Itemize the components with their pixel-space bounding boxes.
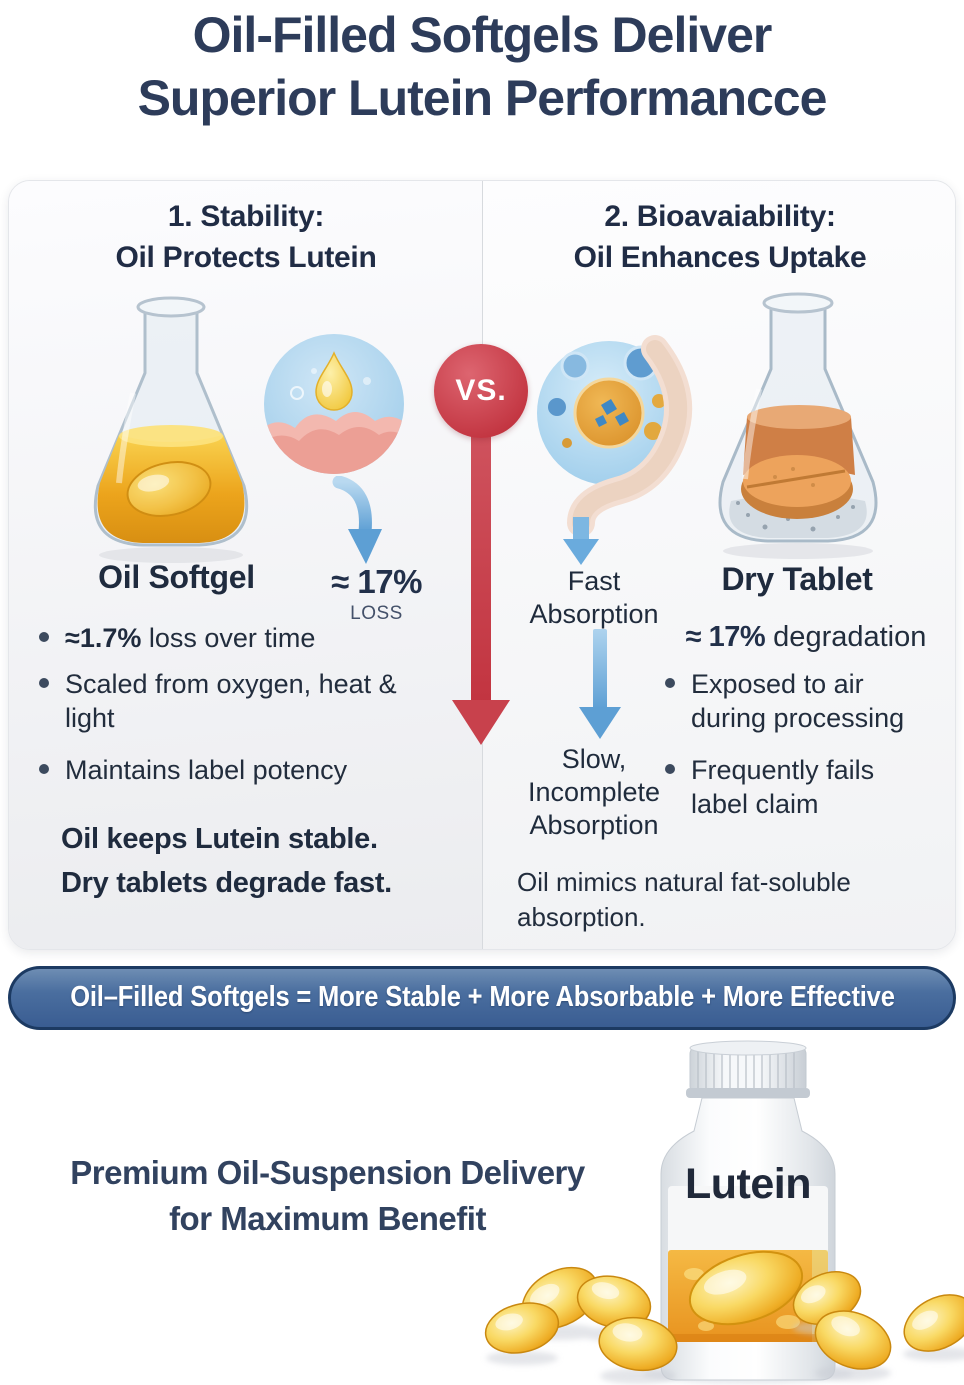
softgel-in-flask bbox=[126, 461, 212, 517]
loss-stat: ≈ 17% LOSS bbox=[314, 563, 439, 625]
bullet-text: Exposed to air during processing bbox=[691, 669, 905, 733]
bubble bbox=[311, 368, 317, 374]
tagline-line2: for Maximum Benefit bbox=[169, 1199, 486, 1237]
oil-surface bbox=[119, 425, 223, 447]
stability-bullet-2: Scaled from oxygen, heat & light bbox=[39, 667, 441, 735]
lutein-crystals bbox=[595, 399, 629, 427]
footer-tagline: Premium Oil-Suspension Delivery for Maxi… bbox=[20, 1150, 635, 1241]
page-title: Oil-Filled Softgels Deliver Superior Lut… bbox=[0, 4, 964, 130]
bio-footnote: Oil mimics natural fat-soluble absorptio… bbox=[517, 867, 851, 932]
flask-shadow bbox=[99, 547, 243, 563]
bullet-bold: ≈1.7% bbox=[65, 623, 142, 653]
gut-arrow-head bbox=[563, 539, 599, 565]
slow-line2: Incomplete bbox=[527, 777, 661, 807]
fast-line1: Fast bbox=[567, 566, 621, 596]
intestine-tube-inner bbox=[572, 340, 688, 532]
dry-tablet-label: Dry Tablet bbox=[721, 561, 873, 597]
flask-rim bbox=[136, 296, 206, 318]
bullet-dot bbox=[39, 764, 49, 774]
glass-highlight bbox=[742, 388, 762, 480]
loss-value: ≈ 17% bbox=[331, 563, 422, 600]
softgel-shadows bbox=[486, 1321, 964, 1384]
flask-rim bbox=[762, 292, 834, 314]
bioavailability-heading-line2: Oil Enhances Uptake bbox=[573, 240, 867, 274]
bullet-dot bbox=[39, 632, 49, 642]
particle bbox=[562, 438, 572, 448]
vesicle bbox=[560, 351, 590, 381]
summary-banner-text: Oil–Filled Softgels = More Stable + More… bbox=[69, 981, 895, 1013]
degradation-value: ≈ 17% bbox=[685, 621, 766, 653]
particle bbox=[644, 422, 662, 440]
stability-bullet-3: Maintains label potency bbox=[39, 753, 449, 787]
bio-bullet-1: Exposed to air during processing bbox=[665, 667, 935, 735]
bullet-text: Scaled from oxygen, heat & light bbox=[65, 669, 397, 733]
softgel bbox=[598, 1316, 678, 1372]
page-title-line1: Oil-Filled Softgels Deliver bbox=[192, 7, 773, 63]
bubble bbox=[290, 386, 304, 400]
softgel bbox=[484, 1302, 560, 1354]
particle bbox=[652, 394, 666, 408]
bubble bbox=[363, 377, 371, 385]
vs-badge: VS. bbox=[434, 344, 528, 438]
softgel bbox=[814, 1310, 892, 1370]
bottle-label: Lutein bbox=[685, 1160, 811, 1208]
fast-absorption-label: Fast Absorption bbox=[509, 565, 679, 631]
degradation-text: degradation bbox=[765, 621, 927, 653]
conclusion-line1: Oil keeps Lutein stable. bbox=[61, 823, 378, 855]
vesicle bbox=[548, 398, 566, 416]
oil-droplet bbox=[315, 351, 353, 411]
slow-line3: Absorption bbox=[529, 810, 659, 840]
droplet-membrane-illustration bbox=[264, 334, 404, 474]
absorption-arrow-icon bbox=[579, 629, 621, 739]
tablet-flask-illustration bbox=[718, 292, 878, 559]
loss-caption: LOSS bbox=[350, 603, 403, 624]
gut-absorption-illustration bbox=[537, 335, 693, 565]
softgel bbox=[903, 1294, 964, 1352]
gut-arrow-shaft bbox=[573, 517, 589, 541]
round-tablet bbox=[741, 455, 853, 519]
stability-conclusion: Oil keeps Lutein stable. Dry tablets deg… bbox=[61, 817, 461, 905]
stability-bullet-1: ≈1.7% loss over time bbox=[39, 621, 449, 655]
bullet-dot bbox=[665, 678, 675, 688]
bio-bullet-2: Frequently fails label claim bbox=[665, 753, 935, 821]
tagline-line1: Premium Oil-Suspension Delivery bbox=[70, 1154, 585, 1191]
stability-panel: 1. Stability: Oil Protects Lutein bbox=[9, 181, 483, 949]
slow-absorption-label: Slow, Incomplete Absorption bbox=[504, 743, 684, 842]
bullet-text: Maintains label potency bbox=[65, 755, 348, 785]
oil-softgel-label: Oil Softgel bbox=[98, 559, 255, 595]
bioavailability-panel: 2. Bioavaiability: Oil Enhances Uptake bbox=[483, 181, 955, 949]
loss-arrow-icon bbox=[332, 476, 382, 564]
oil-flask-illustration bbox=[93, 296, 249, 563]
fast-line2: Absorption bbox=[529, 599, 659, 629]
lutein-bottle-illustration bbox=[643, 1040, 853, 1384]
stability-heading: 1. Stability: Oil Protects Lutein bbox=[9, 197, 483, 278]
bioavailability-heading-line1: 2. Bioavaiability: bbox=[604, 200, 836, 233]
flask-shadow bbox=[723, 543, 873, 559]
tablet-mass-top bbox=[747, 405, 851, 429]
summary-banner: Oil–Filled Softgels = More Stable + More… bbox=[8, 966, 956, 1030]
conclusion-line2: Dry tablets degrade fast. bbox=[61, 867, 392, 899]
bullet-dot bbox=[665, 764, 675, 774]
bioavailability-heading: 2. Bioavaiability: Oil Enhances Uptake bbox=[483, 197, 955, 278]
bullet-dot bbox=[39, 678, 49, 688]
slow-line1: Slow, bbox=[561, 744, 627, 774]
page-title-line2: Superior Lutein Performancce bbox=[137, 70, 828, 126]
glass-highlight bbox=[116, 392, 136, 484]
softgels-cluster bbox=[484, 1266, 964, 1384]
vs-arrow bbox=[452, 408, 510, 745]
bottle-cap bbox=[686, 1040, 810, 1098]
bullet-rest: loss over time bbox=[141, 623, 316, 653]
label-top-band bbox=[668, 1186, 828, 1256]
stability-heading-line1: 1. Stability: bbox=[167, 200, 325, 233]
stability-heading-line2: Oil Protects Lutein bbox=[115, 240, 377, 274]
comparison-card: 1. Stability: Oil Protects Lutein bbox=[8, 180, 956, 950]
bullet-text: Frequently fails label claim bbox=[691, 755, 875, 819]
degradation-stat: ≈ 17% degradation bbox=[661, 621, 951, 654]
label-oil-band bbox=[668, 1250, 828, 1342]
bullet-text: ≈1.7% loss over time bbox=[65, 621, 315, 655]
